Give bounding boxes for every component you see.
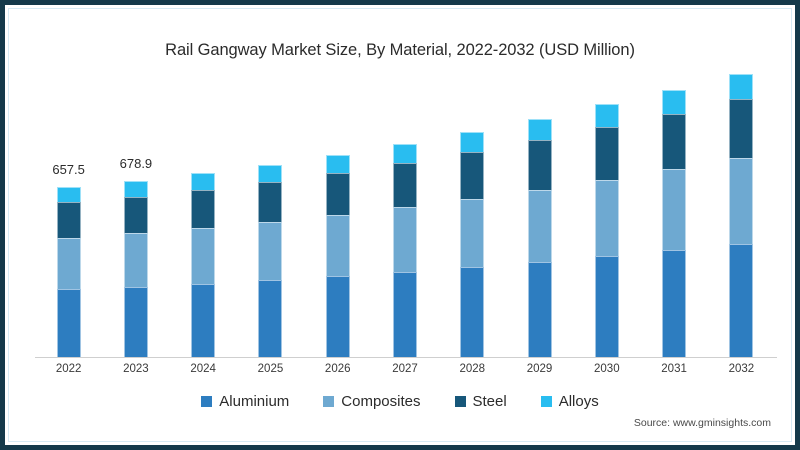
bar-segment-steel[interactable] (393, 162, 417, 208)
bar-stack (594, 104, 619, 357)
bar-segment-composites[interactable] (594, 179, 619, 257)
bar-segment-composites[interactable] (123, 233, 148, 287)
bar-segment-steel[interactable] (527, 140, 552, 190)
bar-stack (123, 181, 148, 357)
bar-stack (393, 143, 417, 357)
bar-segment-alloys[interactable] (56, 186, 81, 203)
bar-segment-alloys[interactable] (729, 73, 754, 99)
bar-stack (729, 73, 754, 357)
bar-segment-steel[interactable] (191, 189, 216, 229)
bar-segment-aluminium[interactable] (191, 283, 216, 357)
bar-segment-aluminium[interactable] (325, 276, 350, 357)
bar-stack (460, 131, 485, 357)
bar-segment-steel[interactable] (258, 182, 283, 223)
bar-segment-composites[interactable] (325, 215, 350, 277)
legend-label: Composites (341, 393, 421, 410)
legend-swatch-icon (201, 396, 213, 407)
bar-segment-alloys[interactable] (123, 181, 148, 197)
bar-segment-steel[interactable] (123, 196, 148, 234)
bar-stack (191, 173, 216, 357)
bar-segment-composites[interactable] (662, 169, 687, 251)
bar-stack (56, 186, 81, 357)
legend-item-composites[interactable]: Composites (323, 393, 421, 410)
legend-label: Aluminium (219, 393, 290, 410)
bar-segment-composites[interactable] (527, 189, 552, 262)
bar-segment-composites[interactable] (460, 198, 485, 268)
legend-swatch-icon (540, 396, 552, 407)
legend-item-alloys[interactable]: Alloys (540, 393, 599, 410)
bar-segment-composites[interactable] (258, 222, 283, 281)
legend-label: Steel (472, 393, 507, 410)
x-axis-tick-2026: 2026 (324, 363, 351, 375)
x-axis-tick-2025: 2025 (257, 363, 284, 375)
bar-segment-steel[interactable] (460, 152, 485, 199)
bar-segment-alloys[interactable] (258, 164, 283, 183)
chart-legend: Aluminium Composites Steel Alloys (5, 393, 795, 410)
x-axis-tick-2023: 2023 (123, 363, 149, 375)
bar-segment-steel[interactable] (325, 173, 350, 216)
bar-segment-aluminium[interactable] (662, 250, 687, 357)
x-axis-tick-2032: 2032 (728, 363, 755, 375)
legend-item-aluminium[interactable]: Aluminium (201, 393, 289, 410)
x-axis-tick-2024: 2024 (190, 363, 216, 375)
bar-segment-steel[interactable] (594, 127, 619, 180)
x-axis-tick-2031: 2031 (661, 363, 687, 375)
legend-swatch-icon (454, 396, 466, 407)
x-axis-line (35, 357, 777, 358)
bar-segment-aluminium[interactable] (594, 256, 619, 357)
bar-segment-composites[interactable] (729, 157, 754, 244)
bar-segment-alloys[interactable] (393, 143, 417, 163)
bar-segment-aluminium[interactable] (460, 267, 485, 357)
bar-stack (258, 164, 283, 357)
x-axis-tick-2030: 2030 (594, 363, 620, 375)
bar-stack (527, 118, 552, 357)
x-axis-tick-2029: 2029 (526, 363, 553, 375)
x-axis-tick-2027: 2027 (392, 363, 418, 375)
bar-stack (325, 155, 350, 357)
bar-segment-steel[interactable] (729, 99, 754, 158)
page-title: Rail Gangway Market Size, By Material, 2… (165, 41, 635, 59)
bar-segment-aluminium[interactable] (56, 289, 81, 357)
bar-segment-alloys[interactable] (191, 173, 216, 190)
legend-label: Alloys (558, 393, 599, 410)
bar-segment-aluminium[interactable] (393, 271, 417, 357)
bar-stack (662, 89, 687, 357)
bar-segment-composites[interactable] (191, 228, 216, 284)
bar-segment-composites[interactable] (56, 237, 81, 290)
x-axis-tick-2028: 2028 (459, 363, 486, 375)
x-axis-labels: 2022 2023 2024 2025 2026 2027 2028 2029 2030 2031… (35, 363, 775, 383)
bar-segment-aluminium[interactable] (527, 261, 552, 357)
source-note: Source: www.gminsights.com (633, 417, 771, 429)
legend-item-steel[interactable]: Steel (454, 393, 507, 410)
bar-segment-composites[interactable] (393, 207, 417, 272)
bar-segment-aluminium[interactable] (729, 243, 754, 357)
bar-segment-steel[interactable] (56, 202, 81, 238)
bar-segment-aluminium[interactable] (123, 286, 148, 357)
bar-value-label: 678.9 (119, 156, 153, 172)
bar-segment-alloys[interactable] (594, 104, 619, 128)
bar-segment-alloys[interactable] (527, 118, 552, 141)
legend-swatch-icon (323, 396, 335, 407)
bar-segment-steel[interactable] (662, 113, 687, 170)
bar-segment-alloys[interactable] (325, 155, 350, 174)
bar-segment-alloys[interactable] (460, 131, 485, 153)
bar-segment-aluminium[interactable] (258, 280, 283, 357)
bar-segment-alloys[interactable] (662, 89, 687, 114)
x-axis-tick-2022: 2022 (55, 363, 82, 375)
bar-value-label: 657.5 (52, 161, 85, 177)
plot-area: 657.5 678.9 (35, 73, 775, 357)
